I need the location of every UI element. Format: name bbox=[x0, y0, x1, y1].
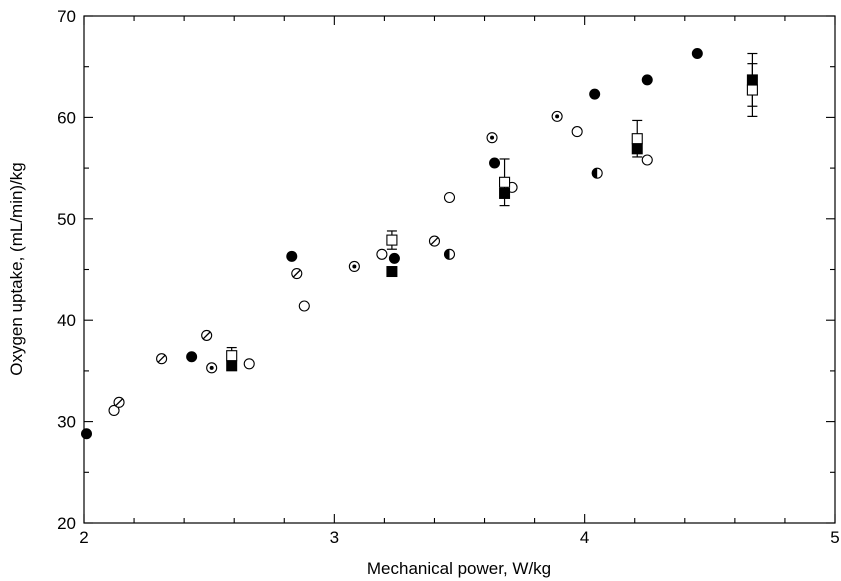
marker-slash bbox=[293, 269, 301, 278]
data-point-slashed-circle bbox=[428, 235, 441, 247]
marker-half bbox=[592, 168, 598, 179]
x-axis-title: Mechanical power, W/kg bbox=[367, 559, 551, 578]
data-point-open-circle bbox=[376, 248, 388, 260]
data-point-filled-circle bbox=[81, 428, 93, 440]
data-point-half-filled-circle bbox=[443, 248, 456, 260]
y-tick-label: 40 bbox=[57, 311, 76, 330]
data-point-filled-circle bbox=[286, 250, 298, 262]
data-point-dotted-circle bbox=[206, 362, 218, 374]
data-point-slashed-circle bbox=[201, 329, 213, 341]
axis-ticks bbox=[83, 15, 836, 524]
data-point-filled-circle bbox=[691, 48, 703, 60]
data-point-open-circle bbox=[571, 126, 583, 138]
marker-dot bbox=[352, 264, 357, 269]
data-point-filled-circle bbox=[489, 157, 501, 169]
data-point-half-filled-circle bbox=[591, 167, 603, 179]
marker-dot bbox=[209, 365, 214, 370]
data-point-filled-square bbox=[746, 74, 758, 86]
marker-dot bbox=[555, 114, 560, 119]
y-tick-label: 30 bbox=[57, 413, 76, 432]
data-point-open-square bbox=[226, 350, 238, 362]
data-point-filled-circle bbox=[589, 88, 601, 100]
data-point-dotted-circle bbox=[348, 260, 360, 273]
data-point-filled-circle bbox=[186, 351, 198, 363]
marker-slash bbox=[430, 237, 439, 245]
x-tick-label: 4 bbox=[580, 528, 589, 547]
y-tick-label: 20 bbox=[57, 514, 76, 533]
data-point-open-square bbox=[746, 84, 758, 96]
data-point-filled-circle bbox=[388, 252, 400, 264]
data-points bbox=[81, 48, 758, 440]
data-point-slashed-circle bbox=[291, 268, 303, 280]
data-point-slashed-circle bbox=[113, 396, 125, 408]
x-tick-label: 5 bbox=[830, 528, 839, 547]
data-point-open-circle bbox=[108, 404, 120, 416]
data-point-filled-circle bbox=[641, 74, 653, 86]
data-point-slashed-circle bbox=[156, 353, 168, 365]
axis-tick-labels: 2 3 4 5 20 30 40 50 60 70 bbox=[57, 7, 840, 547]
data-point-dotted-circle bbox=[551, 110, 563, 122]
y-tick-label: 50 bbox=[57, 210, 76, 229]
data-point-open-square bbox=[386, 234, 398, 246]
data-point-open-circle bbox=[641, 154, 653, 166]
data-point-open-circle bbox=[443, 191, 456, 204]
marker-half bbox=[444, 249, 450, 260]
x-tick-label: 2 bbox=[79, 528, 88, 547]
y-tick-label: 60 bbox=[57, 108, 76, 127]
marker-slash bbox=[202, 331, 211, 340]
marker-slash bbox=[157, 354, 166, 363]
x-tick-label: 3 bbox=[330, 528, 339, 547]
marker-dot bbox=[490, 135, 495, 140]
data-point-filled-square bbox=[631, 143, 643, 155]
plot-frame bbox=[83, 15, 836, 524]
data-point-open-square bbox=[631, 133, 643, 145]
data-point-filled-square bbox=[499, 187, 511, 199]
y-axis-title: Oxygen uptake, (mL/min)/kg bbox=[7, 162, 26, 376]
data-point-dotted-circle bbox=[486, 132, 498, 144]
data-point-open-circle bbox=[243, 358, 255, 370]
data-point-filled-square bbox=[226, 360, 238, 372]
data-point-open-square bbox=[499, 176, 511, 188]
data-point-filled-square bbox=[386, 266, 398, 278]
error-bars bbox=[226, 52, 758, 365]
y-tick-label: 70 bbox=[57, 7, 76, 26]
data-point-open-circle bbox=[298, 300, 310, 312]
marker-slash bbox=[115, 398, 123, 407]
